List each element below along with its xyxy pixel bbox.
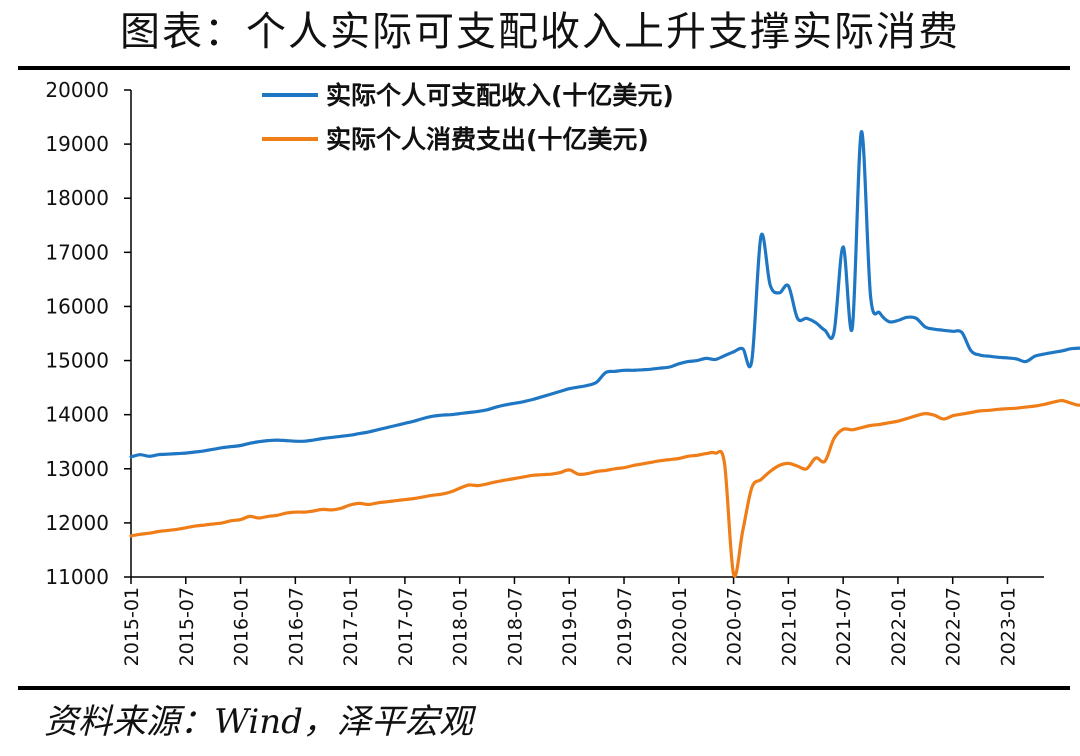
x-tick-label: 2019-07 [614, 587, 636, 666]
x-tick-label: 2018-01 [450, 587, 472, 666]
y-tick-label: 14000 [45, 403, 109, 427]
series-lines [129, 130, 1080, 578]
x-tick-label: 2016-01 [231, 587, 253, 666]
y-tick-label: 12000 [45, 511, 109, 535]
x-tick-label: 2021-07 [833, 587, 855, 666]
y-tick-label: 20000 [45, 78, 109, 102]
x-tick-label: 2023-01 [997, 587, 1019, 666]
y-tick-label: 17000 [45, 240, 109, 264]
chart-title: 图表：个人实际可支配收入上升支撑实际消费 [120, 9, 960, 55]
x-tick-label: 2015-01 [121, 587, 143, 666]
x-tick-label: 2016-07 [285, 587, 307, 666]
legend-label-consumption: 实际个人消费支出(十亿美元) [326, 125, 649, 154]
y-tick-label: 11000 [45, 565, 109, 589]
y-axis: 11000 12000 13000 14000 15000 16000 17000 18000… [45, 78, 132, 589]
x-tick-label: 2021-01 [778, 587, 800, 666]
x-axis: 2015-01 2015-07 2016-01 2016-07 2017-01 2017-… [121, 576, 1044, 666]
x-tick-label: 2020-01 [669, 587, 691, 666]
y-tick-label: 19000 [45, 132, 109, 156]
x-tick-label: 2020-07 [724, 587, 746, 666]
x-tick-label: 2019-01 [559, 587, 581, 666]
top-rule [18, 66, 1070, 70]
series-line-consumption [129, 398, 1080, 578]
line-chart: 11000 12000 13000 14000 15000 16000 17000 18000… [45, 78, 1080, 666]
x-tick-label: 2017-07 [395, 587, 417, 666]
x-tick-label: 2022-07 [943, 587, 965, 666]
x-tick-label: 2015-07 [176, 587, 198, 666]
series-line-income [129, 130, 1080, 459]
source-note: 资料来源：Wind，泽平宏观 [44, 702, 473, 742]
y-tick-label: 18000 [45, 186, 109, 210]
y-tick-label: 15000 [45, 349, 109, 373]
x-tick-label: 2022-01 [888, 587, 910, 666]
legend: 实际个人可支配收入(十亿美元) 实际个人消费支出(十亿美元) [262, 81, 674, 154]
x-tick-label: 2018-07 [504, 587, 526, 666]
x-tick-label: 2017-01 [340, 587, 362, 666]
legend-label-income: 实际个人可支配收入(十亿美元) [326, 81, 674, 110]
y-tick-label: 13000 [45, 457, 109, 481]
y-tick-label: 16000 [45, 294, 109, 318]
bottom-rule [18, 686, 1070, 690]
